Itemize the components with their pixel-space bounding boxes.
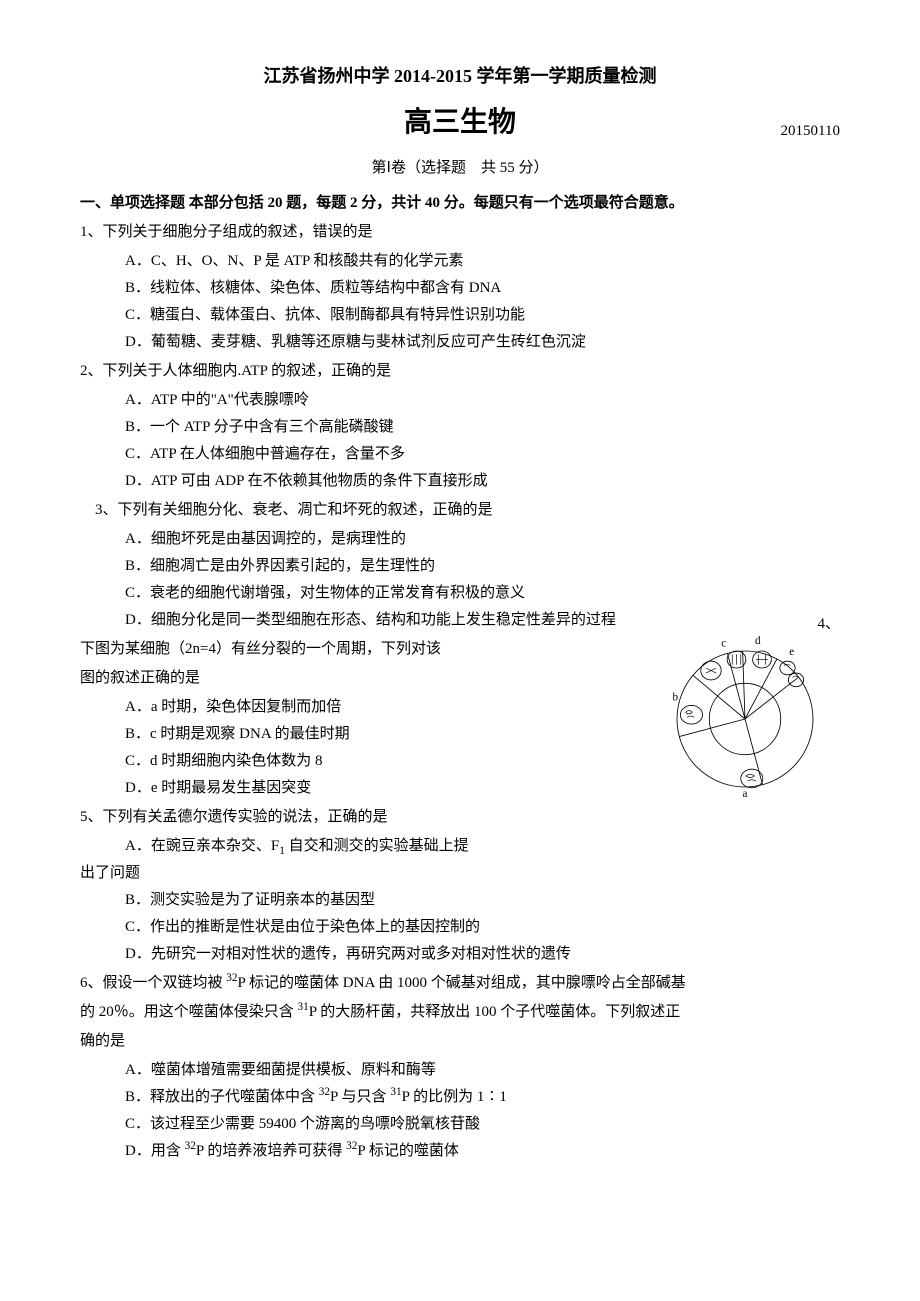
q3-option-b: B．细胞凋亡是由外界因素引起的，是生理性的 xyxy=(80,553,840,580)
q1-option-a: A．C、H、O、N、P 是 ATP 和核酸共有的化学元素 xyxy=(80,248,840,275)
q5-a-text1: A．在豌豆亲本杂交、F xyxy=(125,838,279,854)
q1-stem: 1、下列关于细胞分子组成的叙述，错误的是 xyxy=(80,219,840,246)
q6-d-sup32b: 32 xyxy=(346,1140,357,1152)
svg-text:a: a xyxy=(743,788,748,800)
q5-option-b: B．测交实验是为了证明亲本的基因型 xyxy=(80,887,840,914)
svg-text:b: b xyxy=(673,691,679,703)
q6-line2: 的 20％。用这个噬菌体侵染只含 31P 的大肠杆菌，共释放出 100 个子代噬… xyxy=(80,999,840,1026)
q2-option-c: C．ATP 在人体细胞中普遍存在，含量不多 xyxy=(80,441,840,468)
q6-l2b: P 的大肠杆菌，共释放出 100 个子代噬菌体。下列叙述正 xyxy=(309,1004,681,1020)
q6-line1: 6、假设一个双链均被 32P 标记的噬菌体 DNA 由 1000 个碱基对组成，… xyxy=(80,970,840,997)
q6-d1: D．用含 xyxy=(125,1143,185,1159)
q6-l1a: 6、假设一个双链均被 xyxy=(80,975,226,991)
q6-d-sup32a: 32 xyxy=(185,1140,196,1152)
main-title: 高三生物 20150110 xyxy=(80,98,840,148)
q5-option-a-part1: A．在豌豆亲本杂交、F1 自交和测交的实验基础上提 xyxy=(80,833,840,860)
q6-sup-32-1: 32 xyxy=(226,972,237,984)
svg-text:c: c xyxy=(721,638,726,650)
q6-line3: 确的是 xyxy=(80,1028,840,1055)
school-line: 江苏省扬州中学 2014-2015 学年第一学期质量检测 xyxy=(80,60,840,92)
main-title-text: 高三生物 xyxy=(404,107,516,138)
q6-b1: B．释放出的子代噬菌体中含 xyxy=(125,1089,319,1105)
q5-option-a-part2: 出了问题 xyxy=(80,860,840,887)
date-code: 20150110 xyxy=(781,118,840,145)
q3-stem: 3、下列有关细胞分化、衰老、凋亡和坏死的叙述，正确的是 xyxy=(80,497,840,524)
q6-option-c: C．该过程至少需要 59400 个游离的鸟嘌呤脱氧核苷酸 xyxy=(80,1111,840,1138)
q6-sup-31-1: 31 xyxy=(298,1001,309,1013)
q2-option-d: D．ATP 可由 ADP 在不依赖其他物质的条件下直接形成 xyxy=(80,468,840,495)
q1-option-d: D．葡萄糖、麦芽糖、乳糖等还原糖与斐林试剂反应可产生砖红色沉淀 xyxy=(80,329,840,356)
q6-d3: P 标记的噬菌体 xyxy=(357,1143,459,1159)
svg-text:e: e xyxy=(789,646,794,658)
q4-number: 4、 xyxy=(817,611,840,638)
q6-option-a: A．噬菌体增殖需要细菌提供模板、原料和酶等 xyxy=(80,1057,840,1084)
q2-stem: 2、下列关于人体细胞内.ATP 的叙述，正确的是 xyxy=(80,358,840,385)
q6-option-d: D．用含 32P 的培养液培养可获得 32P 标记的噬菌体 xyxy=(80,1138,840,1165)
q6-l1b: P 标记的噬菌体 DNA 由 1000 个碱基对组成，其中腺嘌呤占全部碱基 xyxy=(238,975,686,991)
q6-b-sup32: 32 xyxy=(319,1086,330,1098)
q2-option-b: B．一个 ATP 分子中含有三个高能磷酸键 xyxy=(80,414,840,441)
q5-option-c: C．作出的推断是性状是由位于染色体上的基因控制的 xyxy=(80,914,840,941)
q6-d2: P 的培养液培养可获得 xyxy=(196,1143,346,1159)
q6-b3: P 的比例为 1∶1 xyxy=(402,1089,507,1105)
paper-part: 第Ⅰ卷（选择题 共 55 分） xyxy=(80,155,840,182)
q1-option-c: C．糖蛋白、载体蛋白、抗体、限制酶都具有特异性识别功能 xyxy=(80,302,840,329)
q2-option-a: A．ATP 中的"A"代表腺嘌呤 xyxy=(80,387,840,414)
q6-b2: P 与只含 xyxy=(330,1089,390,1105)
q6-b-sup31: 31 xyxy=(390,1086,401,1098)
q5-a-text2: 自交和测交的实验基础上提 xyxy=(285,838,469,854)
svg-text:d: d xyxy=(755,635,761,647)
cell-cycle-diagram: a b c d e xyxy=(650,634,840,804)
q6-l2a: 的 20％。用这个噬菌体侵染只含 xyxy=(80,1004,298,1020)
q3-option-a: A．细胞坏死是由基因调控的，是病理性的 xyxy=(80,526,840,553)
q3-option-d: D．细胞分化是同一类型细胞在形态、结构和功能上发生稳定性差异的过程 xyxy=(80,607,840,634)
q5-option-d: D．先研究一对相对性状的遗传，再研究两对或多对相对性状的遗传 xyxy=(80,941,840,968)
q1-option-b: B．线粒体、核糖体、染色体、质粒等结构中都含有 DNA xyxy=(80,275,840,302)
section-heading: 一、单项选择题 本部分包括 20 题，每题 2 分，共计 40 分。每题只有一个… xyxy=(80,190,840,217)
q3-option-c: C．衰老的细胞代谢增强，对生物体的正常发育有积极的意义 xyxy=(80,580,840,607)
q5-stem: 5、下列有关孟德尔遗传实验的说法，正确的是 xyxy=(80,804,840,831)
q6-option-b: B．释放出的子代噬菌体中含 32P 与只含 31P 的比例为 1∶1 xyxy=(80,1084,840,1111)
